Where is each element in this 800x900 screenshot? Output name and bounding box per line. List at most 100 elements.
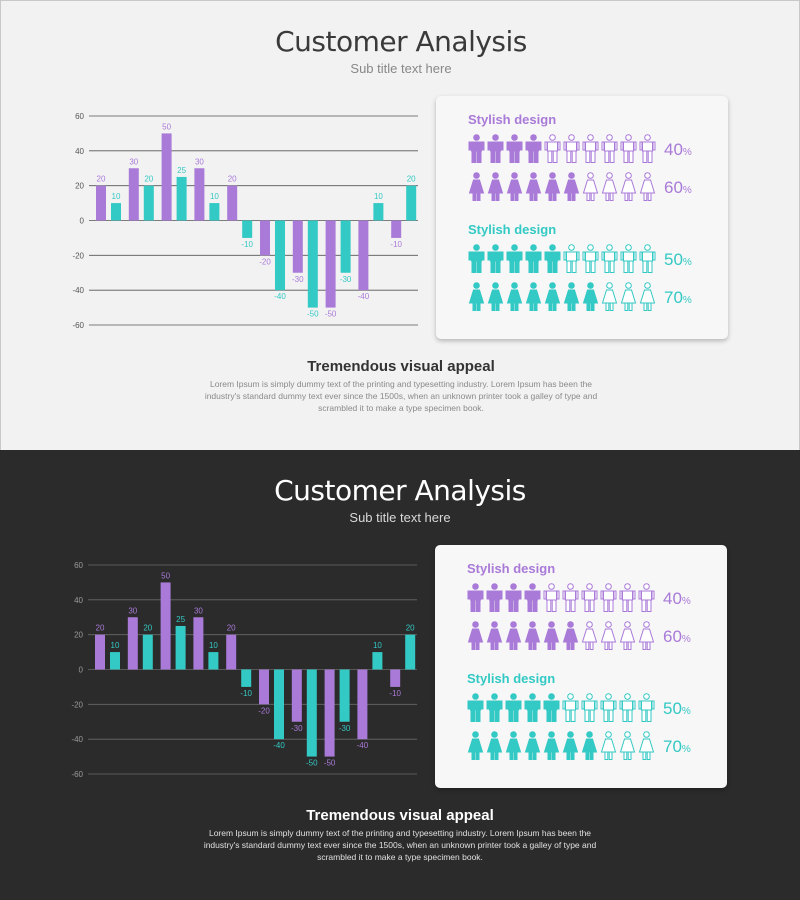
bar xyxy=(259,669,269,705)
person-leg xyxy=(647,302,652,311)
person-head xyxy=(605,731,612,738)
person-leg xyxy=(471,641,476,650)
person-leg xyxy=(547,260,553,273)
person-body xyxy=(603,700,614,711)
male-person-icon xyxy=(468,244,485,273)
person-arm xyxy=(600,700,604,710)
person-body xyxy=(489,700,500,711)
section-title: Tremendous visual appeal xyxy=(307,358,495,375)
person-arm xyxy=(633,251,637,261)
person-arm xyxy=(633,141,637,151)
person-body xyxy=(641,590,652,601)
female-person-icon xyxy=(601,282,618,311)
person-leg xyxy=(570,599,576,612)
person-leg xyxy=(513,709,519,722)
person-head xyxy=(491,583,498,590)
person-arm xyxy=(613,590,617,600)
person-leg xyxy=(532,709,538,722)
female-person-icon xyxy=(506,172,523,201)
person-arm xyxy=(619,700,623,710)
person-leg xyxy=(470,599,476,612)
person-head xyxy=(587,244,594,251)
person-leg xyxy=(552,260,558,273)
y-tick-label: 40 xyxy=(74,596,83,605)
person-body xyxy=(581,628,598,643)
person-leg xyxy=(528,751,533,760)
person-leg xyxy=(570,751,575,760)
panel-heading: Stylish design xyxy=(468,222,557,237)
person-arm xyxy=(639,251,643,261)
person-leg xyxy=(627,751,632,760)
person-leg xyxy=(514,192,519,201)
person-leg xyxy=(566,260,572,273)
data-label: 20 xyxy=(228,175,237,184)
person-arm xyxy=(486,590,490,600)
people-panel: Stylish design 40% 60% Stylish design 50% 70% xyxy=(436,96,728,339)
male-person-icon xyxy=(562,583,579,612)
person-arm xyxy=(524,590,528,600)
person-body xyxy=(486,628,503,643)
person-body xyxy=(566,251,577,262)
person-arm xyxy=(487,251,491,261)
person-arm xyxy=(563,141,567,151)
person-leg xyxy=(548,192,553,201)
person-arm xyxy=(575,590,579,600)
female-person-icon xyxy=(600,621,617,650)
bar xyxy=(143,185,154,221)
data-label: 20 xyxy=(227,624,236,633)
female-person-icon xyxy=(468,282,485,311)
person-body xyxy=(622,700,633,711)
person-leg xyxy=(643,192,648,201)
person-leg xyxy=(475,641,480,650)
person-leg xyxy=(551,641,556,650)
percent-unit: % xyxy=(681,706,691,717)
person-body xyxy=(508,590,519,601)
person-arm xyxy=(613,700,617,710)
bar-chart: 60 40 20 0 -20 -40 -60 20 10 30 20 50 25 30 10 20 -10 -20… xyxy=(72,112,418,330)
person-leg xyxy=(491,192,496,201)
person-leg xyxy=(532,751,537,760)
male-person-icon xyxy=(487,134,504,163)
person-arm xyxy=(499,700,503,710)
person-leg xyxy=(622,599,628,612)
percent-label: 60% xyxy=(663,627,691,647)
people-row xyxy=(468,172,658,202)
person-head xyxy=(472,621,479,628)
person-head xyxy=(605,583,612,590)
person-arm xyxy=(538,251,542,261)
male-person-icon xyxy=(639,244,656,273)
bar xyxy=(227,185,238,221)
person-leg xyxy=(589,709,595,722)
male-person-icon xyxy=(544,134,561,163)
person-leg xyxy=(529,302,534,311)
person-leg xyxy=(527,709,533,722)
person-head xyxy=(491,731,498,738)
person-leg xyxy=(510,192,515,201)
person-leg xyxy=(627,641,632,650)
data-label: 10 xyxy=(373,641,382,650)
people-row xyxy=(467,731,657,761)
person-leg xyxy=(641,709,647,722)
y-tick-label: -60 xyxy=(72,321,84,330)
person-body xyxy=(527,590,538,601)
slide-title: Customer Analysis xyxy=(275,25,527,58)
male-person-icon xyxy=(505,693,522,722)
person-leg xyxy=(643,302,648,311)
person-head xyxy=(472,583,479,590)
slide-subtitle: Sub title text here xyxy=(350,61,452,76)
person-arm xyxy=(537,590,541,600)
person-head xyxy=(567,621,574,628)
female-person-icon xyxy=(486,731,503,760)
person-leg xyxy=(605,302,610,311)
female-person-icon xyxy=(524,731,541,760)
person-body xyxy=(620,179,637,194)
male-person-icon xyxy=(524,583,541,612)
person-arm xyxy=(581,700,585,710)
person-head xyxy=(492,172,499,179)
male-person-icon xyxy=(582,134,599,163)
person-leg xyxy=(528,641,533,650)
person-arm xyxy=(537,700,541,710)
person-arm xyxy=(581,590,585,600)
person-head xyxy=(473,172,480,179)
y-tick-label: 0 xyxy=(79,666,84,675)
